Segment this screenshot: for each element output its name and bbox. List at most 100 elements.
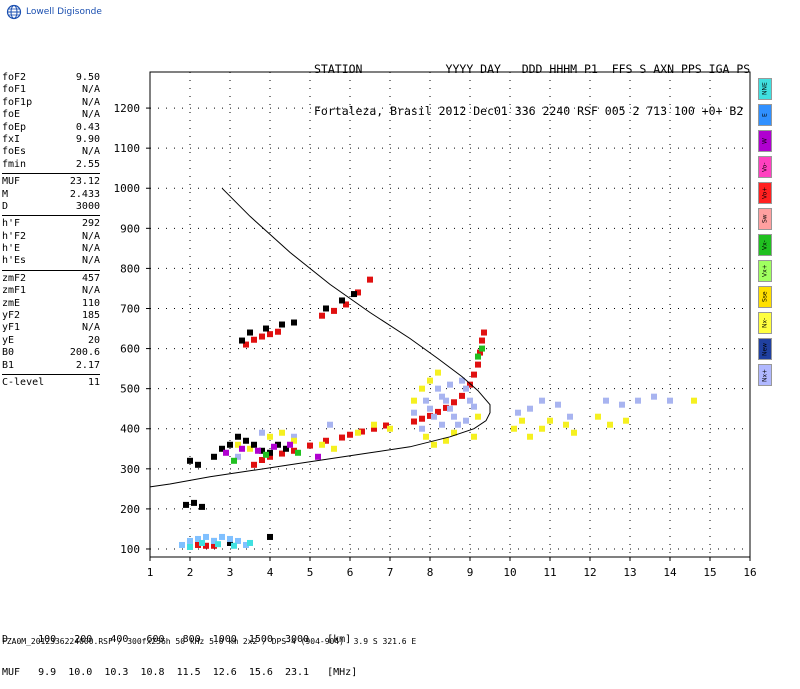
echo-point <box>315 453 321 460</box>
x-tick-label: 9 <box>467 566 474 579</box>
y-tick-label: 1000 <box>114 182 141 195</box>
x-tick-label: 2 <box>187 566 194 579</box>
param-value: N/A <box>81 96 100 108</box>
echo-point <box>619 401 625 408</box>
echo-point <box>463 417 469 424</box>
echo-point <box>623 417 629 424</box>
echo-point <box>279 321 285 328</box>
legend-swatch: Sse <box>758 286 772 308</box>
echo-point <box>423 433 429 440</box>
x-tick-label: 8 <box>427 566 434 579</box>
echo-point <box>635 397 641 404</box>
echo-point <box>371 421 377 428</box>
echo-point <box>339 434 345 441</box>
echo-point <box>435 408 441 415</box>
y-axis-ticks: 100 200 300 400 500 600 700 800 900 1000 1100 1200 <box>114 102 150 556</box>
echo-point <box>459 377 465 384</box>
param-row: yF2 185 <box>2 310 100 322</box>
echo-point <box>331 307 337 314</box>
param-label: B0 <box>2 347 15 359</box>
param-value: 457 <box>81 272 100 284</box>
echo-point <box>411 418 417 425</box>
echo-point <box>231 542 237 549</box>
echo-point <box>295 449 301 456</box>
echo-point <box>319 441 325 448</box>
echo-point <box>451 429 457 436</box>
echo-point <box>439 421 445 428</box>
legend-swatch: Vx+ <box>758 260 772 282</box>
echo-point <box>607 421 613 428</box>
echo-point <box>443 437 449 444</box>
echo-point <box>227 441 233 448</box>
echo-point <box>255 447 261 454</box>
muf-frequency-row: MUF 9.9 10.0 10.3 10.8 11.5 12.6 15.6 23… <box>2 667 358 678</box>
echo-point <box>259 457 265 463</box>
echo-point <box>251 336 257 343</box>
echo-point <box>343 301 349 308</box>
echo-point <box>279 429 285 436</box>
echo-point <box>423 397 429 404</box>
param-label: foF1p <box>2 96 33 108</box>
echo-point <box>247 445 253 452</box>
param-label: foEs <box>2 146 27 158</box>
param-row: zmF2 457 <box>2 273 100 285</box>
param-row: B0 200.6 <box>2 347 100 359</box>
y-tick-label: 700 <box>120 302 140 315</box>
plot-frame <box>149 71 751 558</box>
param-row: yF1 N/A <box>2 322 100 334</box>
echo-point <box>479 345 485 352</box>
echo-point <box>347 431 353 438</box>
echo-point <box>339 297 345 304</box>
legend-swatch: Vo- <box>758 156 772 178</box>
profile-curve <box>149 187 491 488</box>
echo-point <box>243 341 249 348</box>
param-value: 292 <box>81 218 100 230</box>
y-tick-label: 600 <box>120 343 140 356</box>
echo-point <box>383 422 389 429</box>
echo-point <box>479 337 485 344</box>
file-info-footer: FZA0M_2012336224000.RSF / 300fx256h 50 k… <box>2 637 417 646</box>
echo-point <box>359 428 365 435</box>
echo-point <box>279 450 285 457</box>
echo-point <box>427 377 433 384</box>
echo-point <box>271 443 277 450</box>
electron-density-profile <box>149 187 491 488</box>
echo-point <box>603 397 609 404</box>
param-value: 11 <box>87 376 100 388</box>
scaled-parameters-panel: foF2 9.50 foF1 N/A foF1p N/A foE N/A foEp 0.43 fxI… <box>2 72 100 389</box>
echo-point <box>447 405 453 412</box>
brand-name: Lowell Digisonde <box>26 7 102 17</box>
echo-point <box>187 537 193 544</box>
echo-point <box>323 437 329 444</box>
param-value: 200.6 <box>69 347 100 359</box>
param-row: foE N/A <box>2 109 100 121</box>
echo-point <box>291 433 297 440</box>
param-value: N/A <box>81 146 100 158</box>
param-label: yF2 <box>2 310 21 322</box>
station-header: STATION YYYY DAY DDD HHHM P1 FFS S AXN P… <box>314 34 750 132</box>
param-value: N/A <box>81 322 100 334</box>
legend-swatch: Nx+ <box>758 364 772 386</box>
echo-point <box>427 412 433 419</box>
echo-point <box>215 541 221 548</box>
station-header-values: Fortaleza, Brasil 2012 Dec01 336 2240 RS… <box>314 104 744 118</box>
echo-point <box>427 405 433 412</box>
echo-point <box>183 501 189 508</box>
param-label: foE <box>2 109 21 121</box>
x-tick-label: 14 <box>663 566 677 579</box>
param-row: foF2 9.50 <box>2 72 100 84</box>
echo-point <box>203 533 209 540</box>
echo-point <box>235 453 241 460</box>
param-label: h'F2 <box>2 230 27 242</box>
param-row: foF1p N/A <box>2 97 100 109</box>
ionogram-chart: 1 2 3 4 5 6 7 8 9 10 11 12 13 14 15 16 1002003004005006… <box>114 71 757 579</box>
echo-point <box>355 289 361 296</box>
param-value: N/A <box>81 230 100 242</box>
param-row: B1 2.17 <box>2 360 100 372</box>
echo-point <box>291 437 297 444</box>
station-header-labels: STATION YYYY DAY DDD HHHM P1 FFS S AXN P… <box>314 62 751 76</box>
echo-point <box>239 337 245 344</box>
param-separator <box>2 373 100 375</box>
y-tick-label: 800 <box>120 262 140 275</box>
y-tick-label: 300 <box>120 463 140 476</box>
